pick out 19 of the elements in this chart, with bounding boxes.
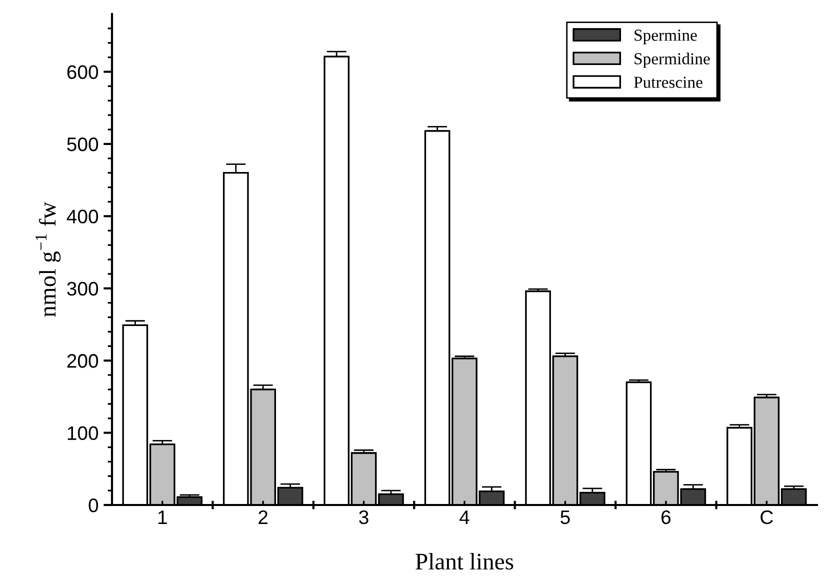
x-tick-label: C bbox=[760, 510, 773, 524]
legend-label: Spermidine bbox=[634, 52, 710, 68]
x-tick-label: 1 bbox=[158, 510, 167, 524]
x-tick-label: 3 bbox=[359, 510, 368, 524]
x-tick-label: 2 bbox=[258, 510, 268, 524]
y-tick-label: 0 bbox=[88, 498, 98, 512]
y-tick-label: 300 bbox=[67, 282, 98, 296]
legend-label: Spermine bbox=[634, 30, 697, 44]
x-tick-label: 5 bbox=[560, 510, 570, 524]
y-tick-label: 200 bbox=[67, 354, 98, 368]
legend-label: Putrescine bbox=[634, 76, 702, 88]
x-tick-label: 6 bbox=[662, 510, 670, 524]
y-tick-label: 400 bbox=[66, 210, 98, 224]
x-axis-title: Plant lines bbox=[416, 552, 514, 570]
y-axis-title: nmol g$^{−1}$ fw bbox=[36, 202, 61, 317]
y-tick-label: 500 bbox=[67, 137, 98, 152]
y-tick-label: 100 bbox=[68, 426, 98, 440]
x-tick-label: 4 bbox=[460, 510, 470, 524]
y-tick-label: 600 bbox=[67, 65, 98, 79]
